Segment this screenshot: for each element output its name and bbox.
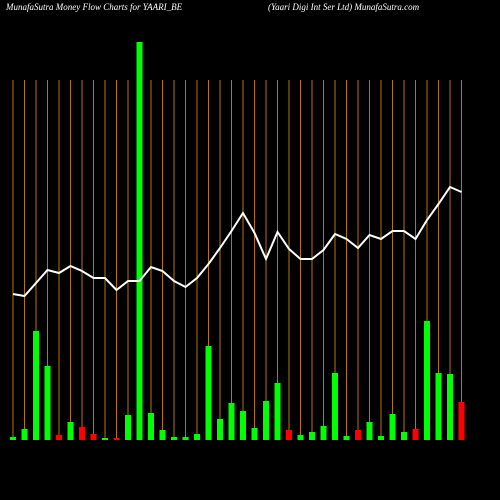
bar bbox=[366, 422, 373, 440]
bar bbox=[194, 434, 200, 440]
flow-line bbox=[12, 185, 462, 298]
bar bbox=[435, 373, 442, 440]
bar bbox=[286, 430, 292, 440]
bar bbox=[171, 437, 177, 440]
bar bbox=[79, 427, 85, 440]
bar bbox=[56, 435, 62, 440]
bar bbox=[205, 346, 212, 440]
bar bbox=[10, 437, 16, 440]
bar bbox=[355, 430, 361, 440]
bar bbox=[240, 411, 246, 440]
bar bbox=[125, 415, 131, 440]
bar bbox=[228, 403, 235, 440]
bar bbox=[309, 432, 315, 440]
bar bbox=[102, 438, 108, 440]
bar bbox=[136, 42, 143, 440]
bar bbox=[113, 438, 120, 440]
bar bbox=[458, 402, 465, 440]
bar bbox=[401, 432, 407, 440]
bar bbox=[343, 436, 350, 440]
bar bbox=[297, 435, 304, 440]
bar bbox=[33, 331, 39, 440]
chart-title: MunafaSutra Money Flow Charts for YAARI_… bbox=[5, 2, 183, 12]
bar bbox=[182, 437, 189, 440]
bar bbox=[320, 426, 327, 440]
bar bbox=[447, 374, 453, 440]
bar bbox=[412, 429, 419, 440]
bar bbox=[44, 366, 51, 440]
bar bbox=[159, 430, 166, 440]
bar bbox=[378, 436, 384, 440]
chart-subtitle: (Yaari Digi Int Ser Ltd) MunafaSutra.com bbox=[268, 2, 420, 12]
bar bbox=[67, 422, 74, 440]
bar bbox=[90, 434, 97, 440]
bar bbox=[389, 414, 396, 440]
bar bbox=[251, 428, 258, 440]
bar bbox=[217, 419, 223, 440]
bar bbox=[148, 413, 154, 440]
bar bbox=[263, 401, 269, 440]
bar bbox=[21, 429, 28, 440]
bar bbox=[332, 373, 338, 440]
bar bbox=[424, 321, 430, 440]
bar bbox=[274, 383, 281, 440]
